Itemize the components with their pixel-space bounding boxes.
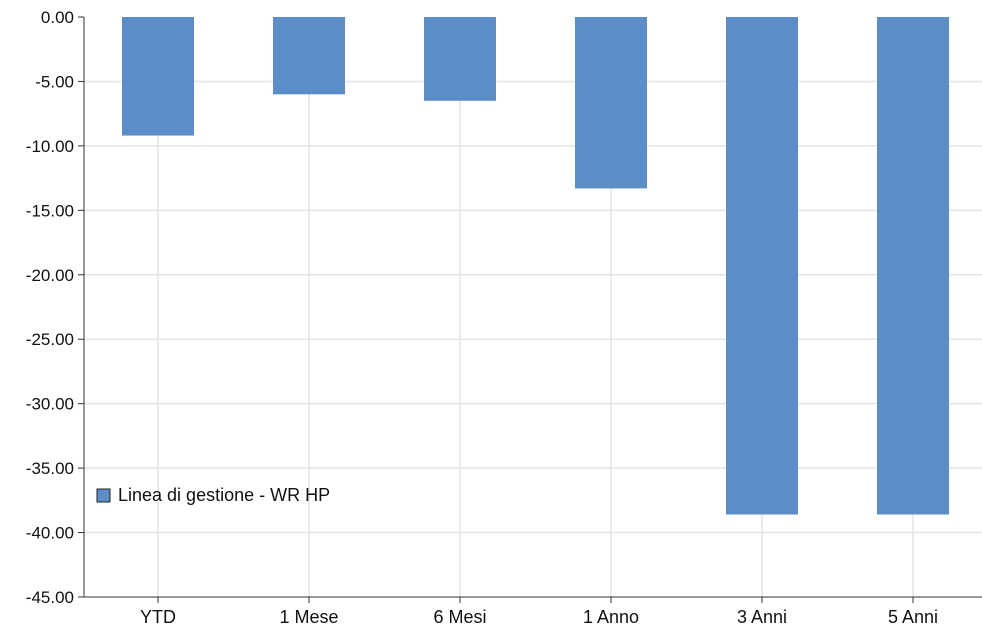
x-tick-label: 1 Mese [279,607,338,627]
y-tick-label: 0.00 [41,8,74,27]
bar-1-anno[interactable] [575,17,647,189]
bar-ytd[interactable] [122,17,194,136]
y-tick-label: -30.00 [26,395,74,414]
y-tick-labels: 0.00 -5.00 -10.00 -15.00 -20.00 -25.00 -30.00 -… [26,8,74,607]
axes [78,16,982,603]
bar-5-anni[interactable] [877,17,949,515]
bar-1-mese[interactable] [273,17,345,95]
legend-label: Linea di gestione - WR HP [118,485,330,505]
bars [122,17,949,515]
legend: Linea di gestione - WR HP [96,485,330,505]
y-tick-label: -40.00 [26,524,74,543]
x-tick-label: 3 Anni [737,607,787,627]
x-tick-labels: YTD 1 Mese 6 Mesi 1 Anno 3 Anni 5 Anni [140,607,938,627]
y-tick-label: -5.00 [35,72,74,91]
y-tick-label: -35.00 [26,459,74,478]
x-tick-label: 1 Anno [583,607,639,627]
grid-lines [84,17,982,597]
y-tick-label: -10.00 [26,137,74,156]
y-tick-label: -20.00 [26,266,74,285]
bar-6-mesi[interactable] [424,17,496,101]
x-tick-label: 5 Anni [888,607,938,627]
legend-swatch [96,488,111,503]
y-tick-label: -25.00 [26,330,74,349]
x-tick-label: 6 Mesi [433,607,486,627]
x-tick-label: YTD [140,607,176,627]
bar-3-anni[interactable] [726,17,798,515]
y-tick-label: -45.00 [26,588,74,607]
y-tick-label: -15.00 [26,201,74,220]
